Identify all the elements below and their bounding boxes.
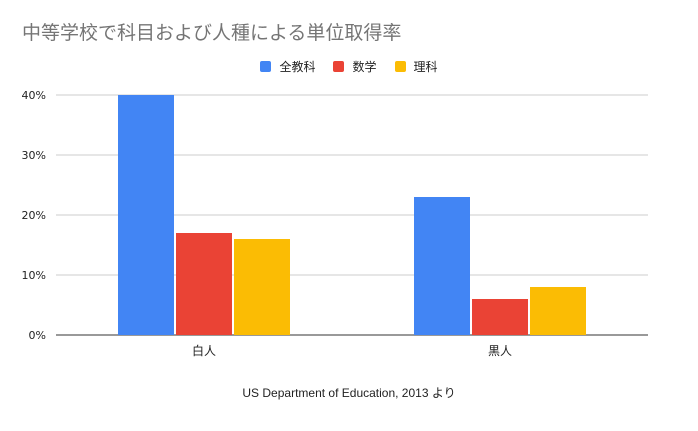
chart-title: 中等学校で科目および人種による単位取得率 [22, 22, 402, 44]
bar-数学-白人 [176, 233, 232, 335]
bar-数学-黒人 [472, 299, 528, 335]
legend-item-science: 理科 [394, 58, 438, 75]
legend-label-all-subjects: 全教科 [279, 60, 316, 74]
bar-理科-黒人 [530, 287, 586, 335]
legend-swatch-science [394, 61, 406, 72]
y-tick-label: 20% [22, 209, 46, 222]
x-tick-label: 黒人 [488, 344, 512, 358]
y-tick-label: 40% [22, 89, 46, 102]
x-tick-label: 白人 [192, 343, 216, 358]
source-note: US Department of Education, 2013 より [242, 386, 456, 400]
legend: 全教科 数学 理科 [0, 58, 698, 75]
legend-label-science: 理科 [413, 60, 438, 74]
y-tick-label: 0% [29, 329, 46, 342]
legend-item-math: 数学 [333, 58, 377, 75]
bar-全教科-白人 [118, 95, 174, 335]
legend-swatch-all-subjects [260, 61, 272, 72]
y-tick-label: 10% [22, 269, 46, 282]
legend-item-all-subjects: 全教科 [260, 58, 315, 75]
y-tick-label: 30% [22, 149, 46, 162]
legend-swatch-math [333, 61, 345, 72]
legend-label-math: 数学 [352, 60, 377, 74]
bar-理科-白人 [234, 239, 290, 335]
bar-全教科-黒人 [414, 197, 470, 335]
